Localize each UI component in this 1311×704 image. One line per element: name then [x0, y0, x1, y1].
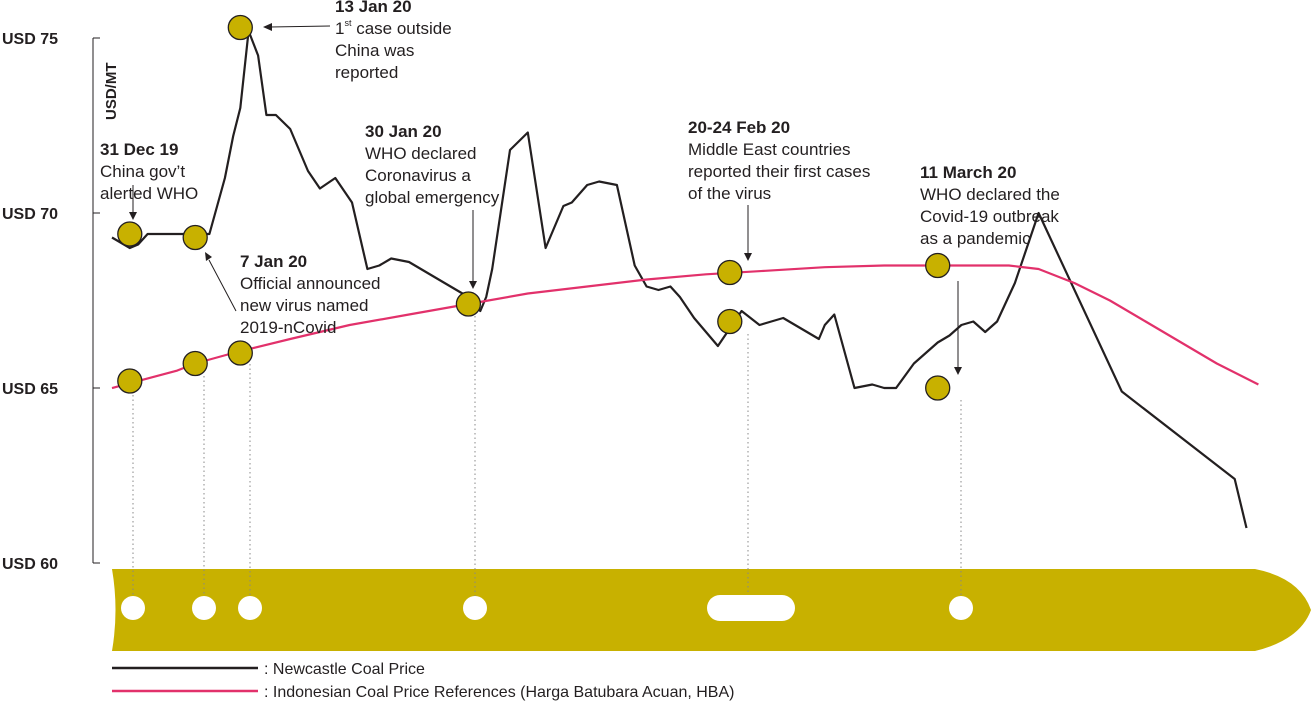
- y-tick-label: USD 65: [2, 381, 58, 398]
- annotation-text: China was: [335, 41, 414, 60]
- annotation-text: WHO declared: [365, 144, 476, 163]
- arrowhead: [129, 212, 137, 220]
- annotation-march: 11 March 20 WHO declared the Covid-19 ou…: [920, 163, 1060, 248]
- timeline-dot: [121, 596, 145, 620]
- arrow-13jan: [269, 25, 331, 28]
- annotation-text: as a pandemic: [920, 229, 1031, 248]
- annotation-date: 31 Dec 19: [100, 140, 178, 159]
- annotation-13jan: 13 Jan 20 1st case outside China was rep…: [335, 0, 452, 82]
- y-axis-label: USD/MT: [103, 63, 120, 121]
- annotation-date: 7 Jan 20: [240, 252, 307, 271]
- annotation-text: WHO declared the: [920, 185, 1060, 204]
- y-tick-label: USD 60: [2, 556, 58, 573]
- series-line-hba: [111, 264, 1259, 390]
- annotation-text: Middle East countries: [688, 140, 851, 159]
- event-marker-newcastle: [182, 224, 208, 251]
- event-marker-hba: [117, 368, 143, 394]
- annotation-7jan: 7 Jan 20 Official announced new virus na…: [240, 252, 381, 337]
- annotation-date: 30 Jan 20: [365, 122, 442, 141]
- annotation-text: China gov’t: [100, 162, 185, 181]
- legend-label-newcastle: : Newcastle Coal Price: [264, 661, 425, 678]
- event-marker-hba: [717, 259, 743, 286]
- annotation-text: Coronavirus a: [365, 166, 471, 185]
- annotation-text: Official announced: [240, 274, 381, 293]
- annotation-text: global emergency: [365, 188, 500, 207]
- series-line-newcastle: [111, 29, 1248, 529]
- annotation-date: 11 March 20: [920, 163, 1016, 182]
- event-marker-newcastle: [717, 308, 743, 335]
- annotation-30jan: 30 Jan 20 WHO declared Coronavirus a glo…: [365, 122, 500, 207]
- event-marker-newcastle: [455, 291, 482, 317]
- y-tick-label: USD 75: [2, 31, 58, 48]
- annotation-text: of the virus: [688, 184, 771, 203]
- annotation-arrows: [129, 23, 962, 375]
- annotation-feb: 20-24 Feb 20 Middle East countries repor…: [688, 118, 870, 203]
- series-layer: [111, 29, 1259, 529]
- arrowhead: [205, 252, 212, 261]
- drop-lines: [132, 316, 962, 596]
- marker-layer: [117, 14, 951, 401]
- event-marker-hba: [182, 350, 208, 377]
- annotation-date: 20-24 Feb 20: [688, 118, 790, 137]
- event-marker-newcastle: [117, 221, 143, 247]
- arrowhead: [469, 281, 477, 289]
- annotation-text: new virus named: [240, 296, 369, 315]
- annotation-text: Covid-19 outbreak: [920, 207, 1059, 226]
- timeline-range-pill: [707, 595, 795, 621]
- annotation-text: reported their first cases: [688, 162, 870, 181]
- arrow-7jan: [208, 259, 237, 312]
- annotation-text: reported: [335, 63, 398, 82]
- timeline-dot: [192, 596, 216, 620]
- event-marker-newcastle: [925, 375, 951, 401]
- timeline-dot: [238, 596, 262, 620]
- annotation-text: 2019-nCovid: [240, 318, 336, 337]
- annotation-text: 1st case outside: [335, 18, 452, 38]
- event-marker-hba: [227, 340, 253, 366]
- arrowhead: [954, 367, 962, 375]
- timeline-dot: [949, 596, 973, 620]
- arrowhead: [744, 253, 752, 261]
- legend-label-hba: : Indonesian Coal Price References (Harg…: [264, 684, 734, 701]
- annotation-date: 13 Jan 20: [335, 0, 412, 16]
- event-marker-hba: [925, 252, 951, 279]
- event-marker-newcastle: [227, 14, 253, 41]
- annotation-31dec: 31 Dec 19 China gov’t alerted WHO: [100, 140, 198, 203]
- annotation-text: alerted WHO: [100, 184, 198, 203]
- timeline-dot: [463, 596, 487, 620]
- legend: : Newcastle Coal Price : Indonesian Coal…: [112, 661, 734, 701]
- arrowhead: [263, 23, 272, 31]
- y-tick-label: USD 70: [2, 206, 58, 223]
